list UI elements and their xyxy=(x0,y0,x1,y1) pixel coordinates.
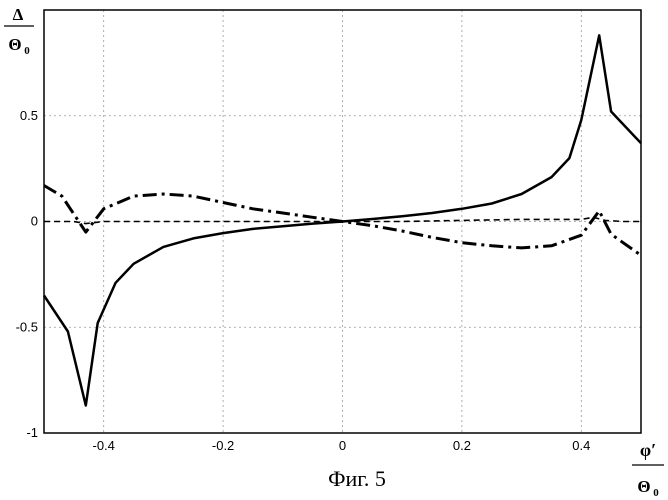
figure-caption: Фиг. 5 xyxy=(328,466,386,491)
x-tick-label: 0.2 xyxy=(453,438,471,453)
x-label-denominator: Θ xyxy=(637,477,650,496)
tick-labels: -0.4 -0.2 0 0.2 0.4 -1 -0.5 0 0.5 xyxy=(16,108,591,453)
y-axis-label: Δ Θ 0 xyxy=(4,5,34,57)
x-label-numerator: φ′ xyxy=(640,440,656,460)
y-tick-label: -0.5 xyxy=(16,319,38,334)
chart: -0.4 -0.2 0 0.2 0.4 -1 -0.5 0 0.5 Δ Θ 0 φ′ Θ 0 Ф… xyxy=(0,0,668,500)
y-tick-label: 0 xyxy=(31,214,38,229)
x-label-denominator-sub: 0 xyxy=(653,487,659,499)
y-tick-label: 0.5 xyxy=(20,108,38,123)
x-axis-label: φ′ Θ 0 xyxy=(632,440,664,499)
y-label-numerator: Δ xyxy=(13,5,24,24)
x-tick-label: -0.4 xyxy=(92,438,114,453)
y-label-denominator-sub: 0 xyxy=(24,45,30,57)
x-tick-label: 0.4 xyxy=(572,438,590,453)
x-tick-label: -0.2 xyxy=(212,438,234,453)
y-label-denominator: Θ xyxy=(8,35,21,54)
y-tick-label: -1 xyxy=(26,425,38,440)
x-tick-label: 0 xyxy=(339,438,346,453)
